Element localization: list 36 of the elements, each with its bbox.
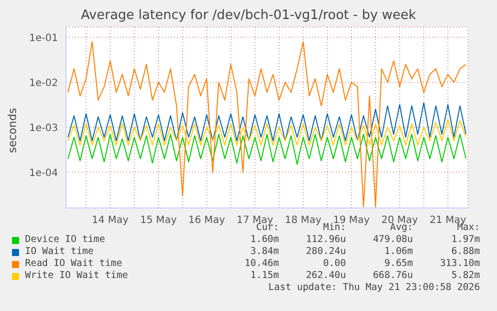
text: 6.88m xyxy=(450,246,480,258)
text: 0.00 xyxy=(322,258,346,270)
y-tick-label: 1e-02 xyxy=(29,78,58,89)
text: 1.15m xyxy=(249,270,279,282)
text: 280.24u xyxy=(304,246,346,258)
text: 262.40u xyxy=(304,270,346,282)
text: 479.08u xyxy=(372,234,413,246)
text: 5.82m xyxy=(450,270,480,282)
text: 1.60m xyxy=(249,234,279,246)
text: 1.97m xyxy=(450,234,480,246)
x-tick-label: 14 May xyxy=(92,215,129,226)
x-tick-label: 18 May xyxy=(284,215,322,226)
text: 10.46m xyxy=(244,258,279,270)
text: 3.84m xyxy=(249,246,279,258)
x-tick-label: 16 May xyxy=(188,215,226,226)
line-series xyxy=(68,118,466,146)
text: 1.06m xyxy=(383,246,413,258)
y-tick-label: 1e-04 xyxy=(29,168,58,179)
legend-label: Device IO time xyxy=(24,234,106,246)
text: Last update: Thu May 21 23:00:58 2026 xyxy=(267,282,480,294)
text: 668.76u xyxy=(372,270,413,282)
x-tick-label: 15 May xyxy=(140,215,177,226)
y-tick-label: 1e-03 xyxy=(29,122,58,134)
text: 112.96u xyxy=(304,234,346,246)
chart-title: Average latency for /dev/bch-01-vg1/root - by week xyxy=(80,8,418,23)
text: Min: xyxy=(323,222,346,233)
y-axis-title: seconds xyxy=(6,108,18,152)
text: 9.65m xyxy=(383,258,413,270)
legend-label: Read IO Wait time xyxy=(24,258,124,270)
text: 313.10m xyxy=(438,258,480,270)
legend-label: Write IO Wait time xyxy=(24,270,129,282)
line-series xyxy=(68,134,466,165)
legend-label: IO Wait time xyxy=(24,246,95,258)
text: Max: xyxy=(457,222,480,233)
line-series xyxy=(68,102,466,142)
y-tick-label: 1e-01 xyxy=(29,32,58,44)
